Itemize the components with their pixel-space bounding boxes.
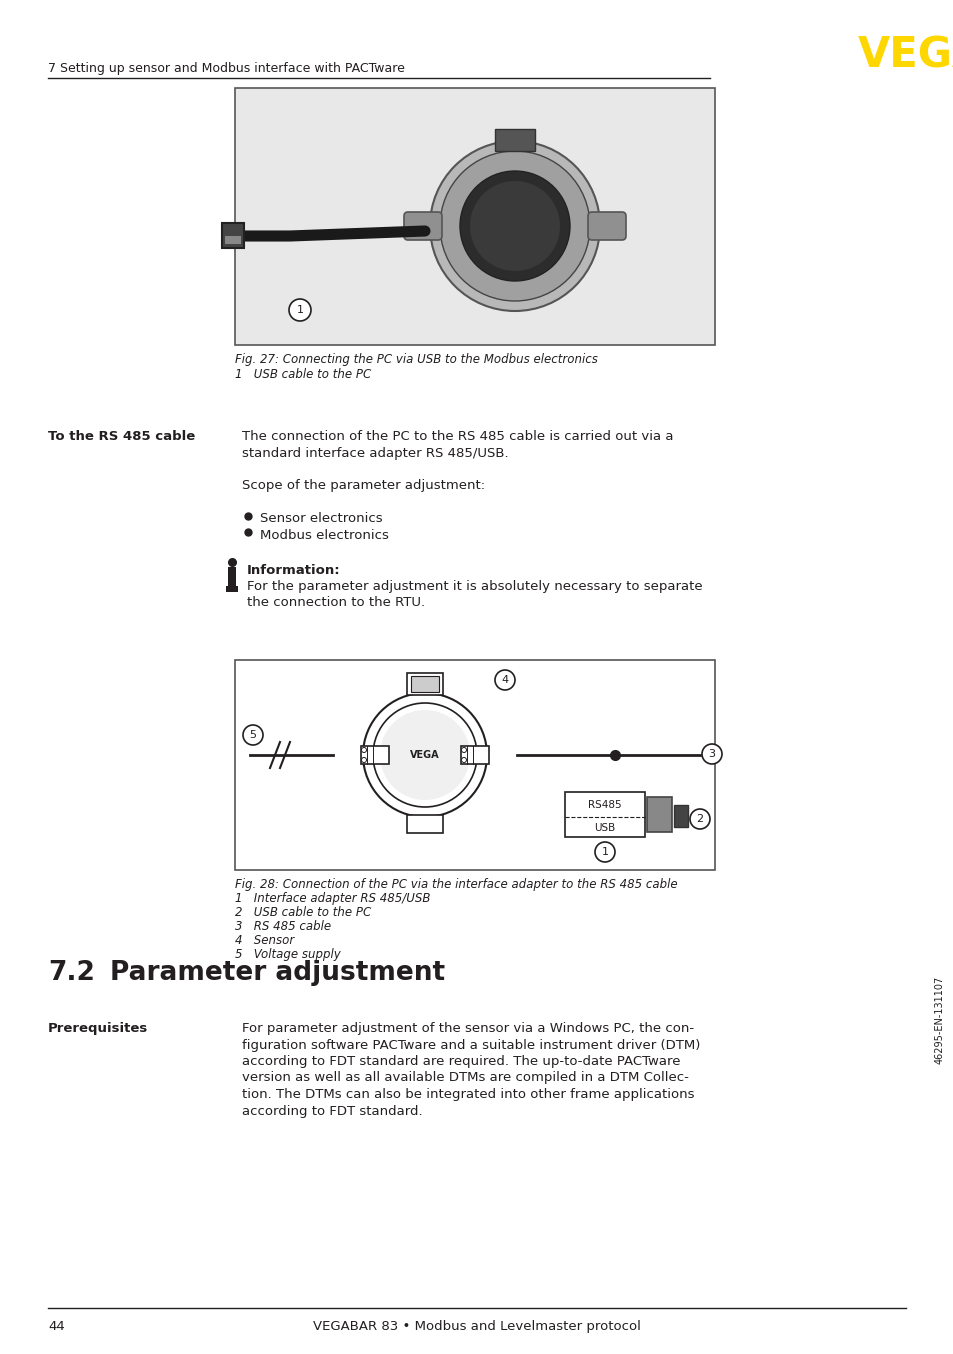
Circle shape <box>461 757 466 762</box>
Text: 2   USB cable to the PC: 2 USB cable to the PC <box>234 906 371 919</box>
Bar <box>228 566 235 586</box>
Circle shape <box>379 709 470 800</box>
Circle shape <box>459 171 569 282</box>
Bar <box>460 746 489 764</box>
Text: To the RS 485 cable: To the RS 485 cable <box>48 431 195 443</box>
Text: 1: 1 <box>601 848 608 857</box>
Circle shape <box>461 747 466 753</box>
Text: 3   RS 485 cable: 3 RS 485 cable <box>234 919 331 933</box>
Circle shape <box>363 693 486 816</box>
Bar <box>495 129 535 152</box>
Text: 5: 5 <box>250 730 256 741</box>
Text: 1   Interface adapter RS 485/USB: 1 Interface adapter RS 485/USB <box>234 892 430 904</box>
Circle shape <box>495 670 515 691</box>
Text: 7.2: 7.2 <box>48 960 94 986</box>
Text: Information:: Information: <box>247 563 340 577</box>
Bar <box>360 746 389 764</box>
Bar <box>234 659 714 871</box>
Circle shape <box>689 808 709 829</box>
Bar <box>226 585 237 592</box>
Text: Scope of the parameter adjustment:: Scope of the parameter adjustment: <box>242 479 485 493</box>
Text: according to FDT standard.: according to FDT standard. <box>242 1105 422 1117</box>
Bar <box>225 236 241 244</box>
Text: The connection of the PC to the RS 485 cable is carried out via a: The connection of the PC to the RS 485 c… <box>242 431 673 443</box>
Text: 3: 3 <box>708 749 715 760</box>
Text: 44: 44 <box>48 1320 65 1332</box>
Text: Fig. 28: Connection of the PC via the interface adapter to the RS 485 cable: Fig. 28: Connection of the PC via the in… <box>234 877 677 891</box>
Text: figuration software PACTware and a suitable instrument driver (DTM): figuration software PACTware and a suita… <box>242 1039 700 1052</box>
Circle shape <box>430 141 599 311</box>
Circle shape <box>470 181 559 271</box>
Bar <box>646 798 671 831</box>
Circle shape <box>243 724 263 745</box>
Text: 2: 2 <box>696 814 702 825</box>
Text: according to FDT standard are required. The up-to-date PACTware: according to FDT standard are required. … <box>242 1055 679 1068</box>
Text: 4   Sensor: 4 Sensor <box>234 934 294 946</box>
Bar <box>407 815 442 833</box>
Bar <box>411 676 438 692</box>
Circle shape <box>439 152 589 301</box>
Text: standard interface adapter RS 485/USB.: standard interface adapter RS 485/USB. <box>242 447 508 459</box>
Text: Prerequisites: Prerequisites <box>48 1022 148 1034</box>
Text: Fig. 27: Connecting the PC via USB to the Modbus electronics: Fig. 27: Connecting the PC via USB to th… <box>234 353 598 366</box>
Text: 46295-EN-131107: 46295-EN-131107 <box>934 976 944 1064</box>
Text: 1: 1 <box>296 305 303 315</box>
Circle shape <box>361 747 366 753</box>
Bar <box>564 792 644 837</box>
Text: tion. The DTMs can also be integrated into other frame applications: tion. The DTMs can also be integrated in… <box>242 1089 694 1101</box>
Text: the connection to the RTU.: the connection to the RTU. <box>247 597 425 609</box>
Bar <box>407 673 442 695</box>
Text: For the parameter adjustment it is absolutely necessary to separate: For the parameter adjustment it is absol… <box>247 580 702 593</box>
Text: 1   USB cable to the PC: 1 USB cable to the PC <box>234 368 371 380</box>
Text: VEGA: VEGA <box>410 750 439 760</box>
Circle shape <box>595 842 615 862</box>
Text: version as well as all available DTMs are compiled in a DTM Collec-: version as well as all available DTMs ar… <box>242 1071 688 1085</box>
Circle shape <box>361 757 366 762</box>
Text: 4: 4 <box>501 676 508 685</box>
Bar <box>673 806 687 827</box>
Bar <box>235 89 713 344</box>
Bar <box>222 223 244 248</box>
Text: 5   Voltage supply: 5 Voltage supply <box>234 948 340 961</box>
Text: VEGABAR 83 • Modbus and Levelmaster protocol: VEGABAR 83 • Modbus and Levelmaster prot… <box>313 1320 640 1332</box>
Text: USB: USB <box>594 823 615 833</box>
Text: Modbus electronics: Modbus electronics <box>260 529 389 542</box>
Circle shape <box>373 703 476 807</box>
Text: For parameter adjustment of the sensor via a Windows PC, the con-: For parameter adjustment of the sensor v… <box>242 1022 694 1034</box>
FancyBboxPatch shape <box>587 213 625 240</box>
FancyBboxPatch shape <box>403 213 441 240</box>
Circle shape <box>289 299 311 321</box>
Text: VEGA: VEGA <box>857 35 953 77</box>
Text: Sensor electronics: Sensor electronics <box>260 513 382 525</box>
Text: 7 Setting up sensor and Modbus interface with PACTware: 7 Setting up sensor and Modbus interface… <box>48 62 404 74</box>
Circle shape <box>701 743 721 764</box>
Bar <box>234 88 714 345</box>
Text: Parameter adjustment: Parameter adjustment <box>110 960 445 986</box>
Text: RS485: RS485 <box>588 800 621 810</box>
